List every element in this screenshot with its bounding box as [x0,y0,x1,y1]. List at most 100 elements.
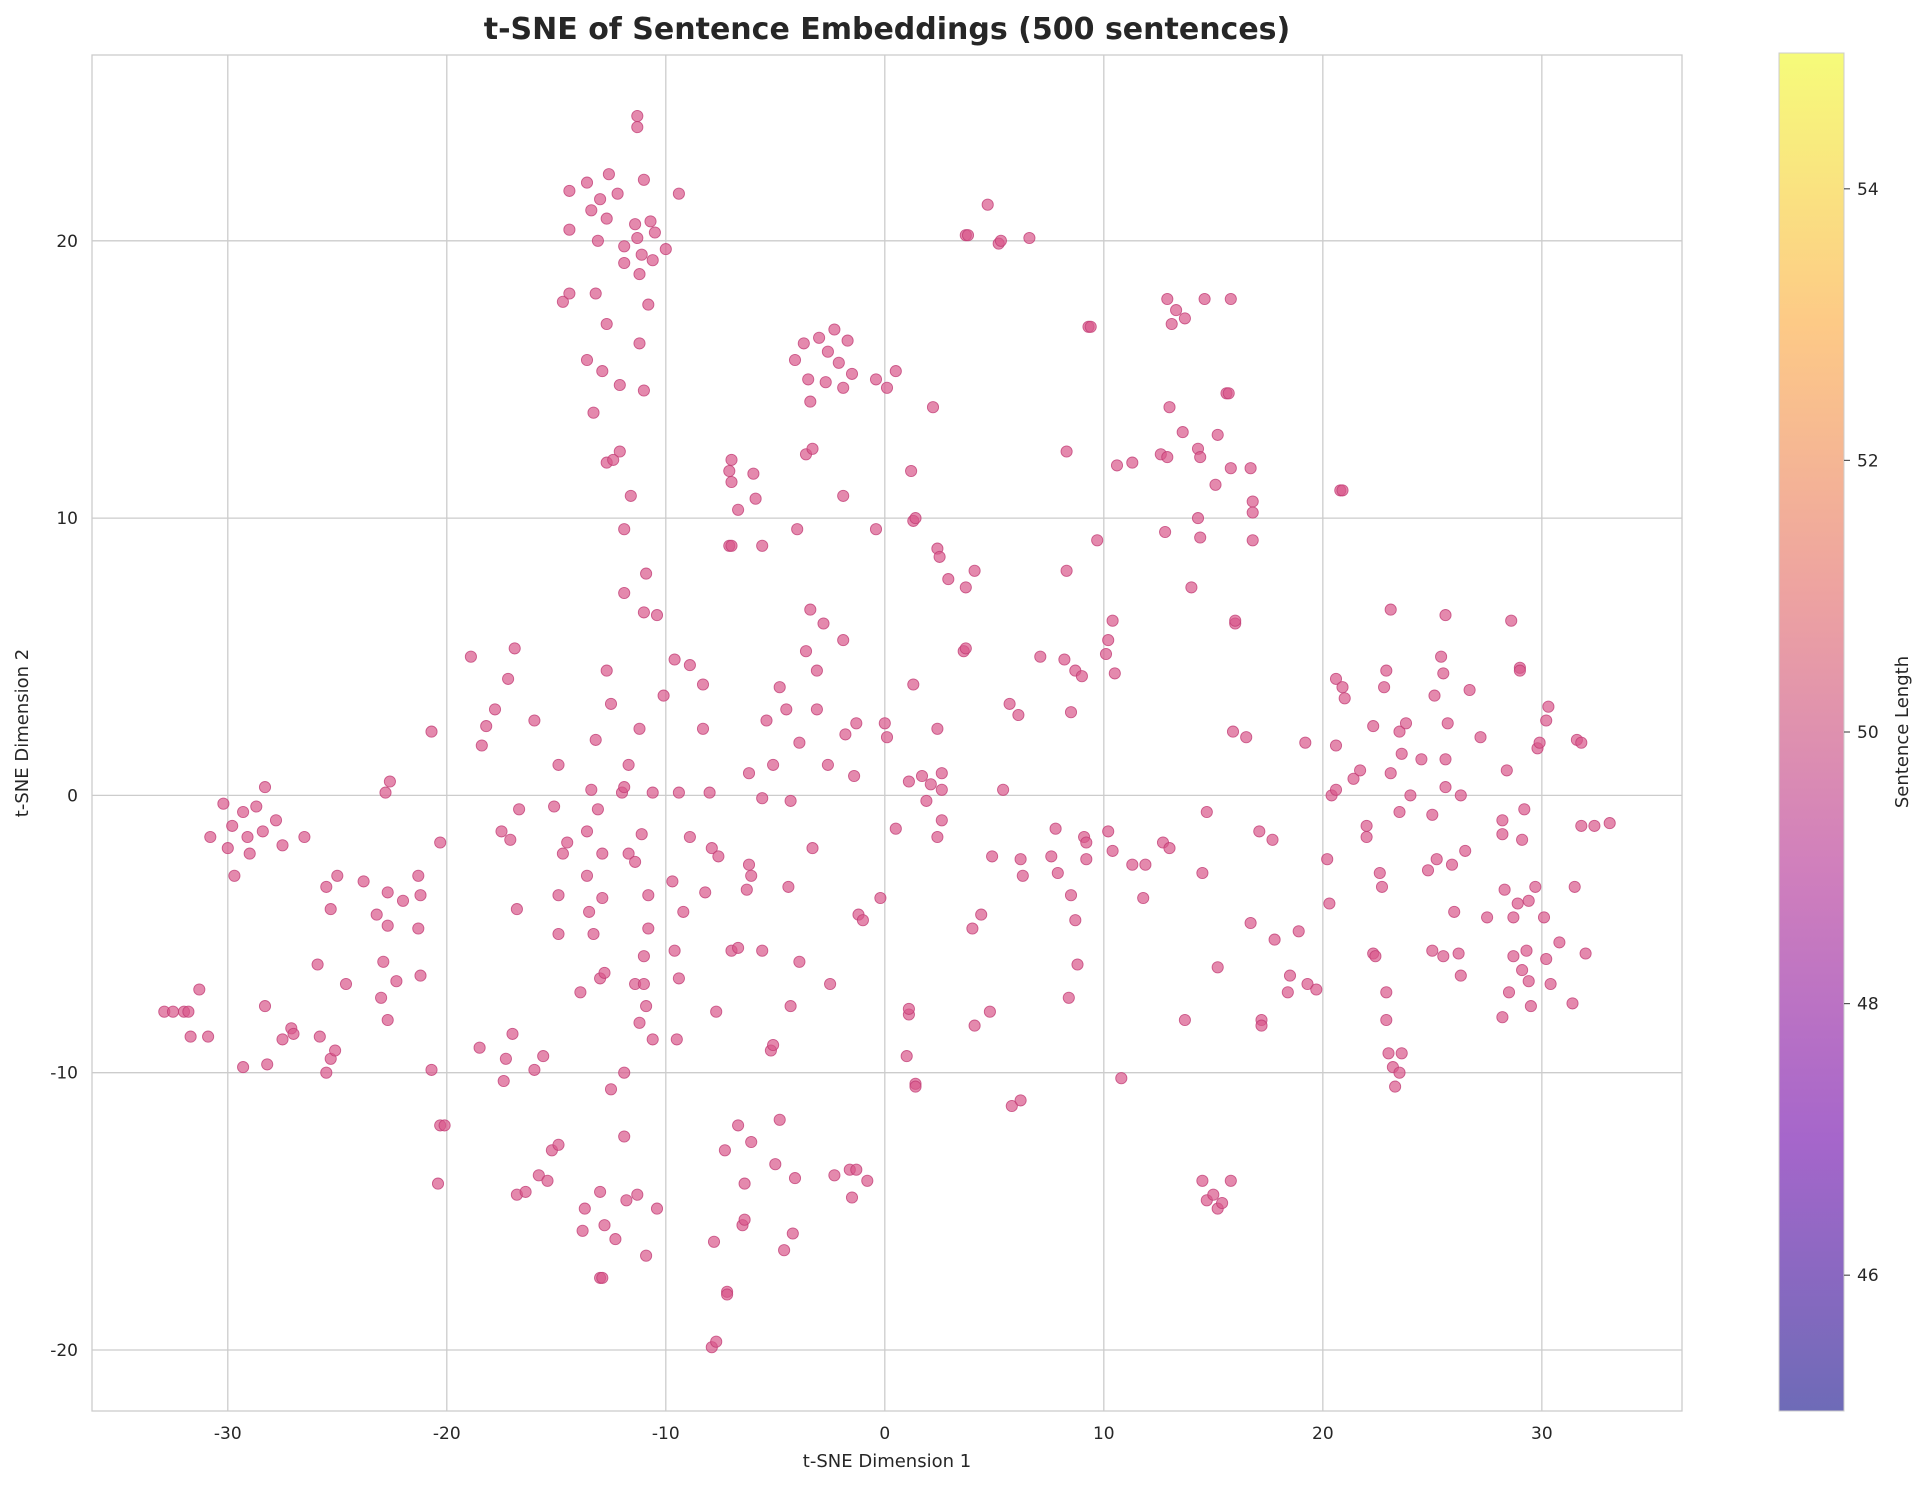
data-point [1069,914,1082,927]
data-point [298,830,311,844]
data-point [618,523,631,536]
data-point [793,955,806,968]
data-point [1084,320,1097,333]
data-point [1229,614,1242,627]
data-point [1060,564,1073,577]
data-point [721,1288,734,1301]
data-point [767,758,780,771]
data-point [968,564,981,577]
data-point [900,1050,913,1063]
data-point [591,234,604,247]
data-point [869,373,883,386]
data-point [1474,731,1487,744]
data-point [552,927,565,941]
colorbar-label: Sentence Length [1892,656,1913,808]
data-point [631,1188,644,1201]
data-point [269,814,283,827]
data-point [370,908,383,921]
data-point [1463,683,1476,697]
data-point [1421,864,1435,877]
data-point [510,903,523,916]
data-point [742,858,756,871]
data-point [1603,817,1616,830]
data-point [1323,897,1336,910]
data-point [1198,292,1211,306]
data-point [668,653,681,666]
data-point [594,1185,607,1198]
data-point [1338,692,1351,705]
data-point [1428,689,1441,702]
data-point [1544,977,1557,991]
data-point [618,781,631,794]
data-point [596,891,609,905]
data-point [1163,401,1176,414]
data-point [425,725,438,738]
data-point [600,664,613,677]
data-point [563,184,576,197]
data-point [381,919,394,932]
data-point [856,914,869,927]
data-point [705,842,718,855]
data-point [541,1174,554,1187]
data-point [276,839,289,852]
data-point [889,822,902,835]
y-tick-label: -20 [50,1341,78,1361]
data-point [668,944,681,957]
data-point [1511,897,1524,910]
data-point [1513,664,1526,677]
data-point [1115,1072,1128,1085]
data-point [598,1219,611,1232]
data-point [1178,1013,1191,1027]
data-point [806,442,819,455]
data-point [256,825,269,838]
data-point [773,1113,786,1126]
data-point [837,381,850,394]
data-point [1266,833,1279,846]
data-point [1575,736,1588,749]
data-point [381,1013,394,1027]
data-point [166,1005,180,1018]
data-point [804,603,817,616]
data-point [276,1033,289,1046]
data-point [618,240,631,253]
data-point [1579,947,1592,960]
data-point [1080,853,1093,866]
data-point [1437,667,1450,680]
data-point [961,229,975,242]
data-point [585,204,598,217]
data-point [506,1027,519,1040]
data-point [377,955,390,968]
data-point [889,365,902,378]
data-point [596,365,609,378]
data-point [850,717,863,730]
y-tick-label: 10 [56,509,78,529]
data-point [1384,603,1397,616]
data-point [707,1235,721,1248]
data-point [942,573,955,586]
data-point [618,586,631,600]
data-point [1575,819,1588,832]
data-point [1126,858,1139,871]
data-point [966,922,979,935]
data-point [1176,426,1189,439]
data-point [806,842,819,855]
data-point [640,1249,653,1262]
data-point [1207,1188,1220,1201]
data-point [1367,720,1380,733]
grid [92,55,1682,1411]
data-point [552,758,565,771]
x-tick-label: 20 [1312,1424,1334,1444]
data-point [618,1130,631,1143]
data-point [799,645,813,658]
data-point [329,1044,342,1057]
data-point [1014,853,1027,866]
data-point [810,703,823,716]
data-point [959,581,972,594]
data-point [1012,708,1025,722]
data-point [880,731,894,744]
data-point [311,958,324,971]
data-point [576,1224,589,1237]
data-point [193,983,206,996]
data-point [1588,819,1601,832]
